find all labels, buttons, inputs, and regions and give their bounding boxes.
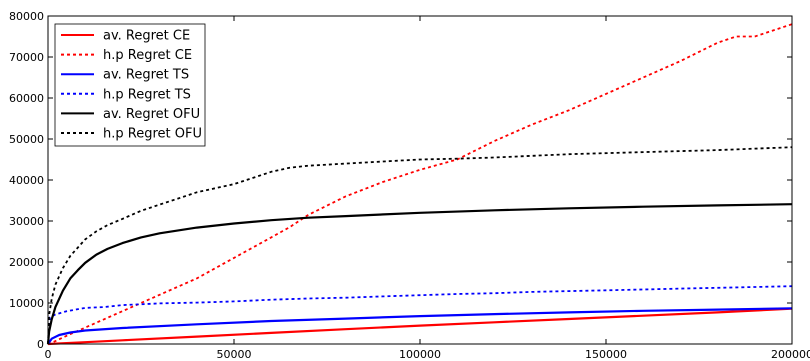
series-line-4 xyxy=(46,203,793,345)
x-tick-label: 50000 xyxy=(217,348,252,361)
x-tick-label: 200000 xyxy=(771,348,810,361)
legend-box xyxy=(54,23,206,147)
y-tick-label: 20000 xyxy=(9,256,44,269)
legend-label-3: h.p Regret TS xyxy=(103,87,191,102)
legend-label-4: av. Regret OFU xyxy=(103,107,200,122)
y-tick-label: 10000 xyxy=(9,297,44,310)
y-tick-label: 0 xyxy=(37,338,44,351)
legend-label-0: av. Regret CE xyxy=(103,29,190,44)
legend-label-1: h.p Regret CE xyxy=(103,48,192,63)
legend: av. Regret CE h.p Regret CE av. Regret TS h… xyxy=(54,23,206,147)
y-tick-label: 60000 xyxy=(9,92,44,105)
series-line-2 xyxy=(47,307,793,345)
legend-label-2: av. Regret TS xyxy=(103,68,189,83)
y-tick-label: 40000 xyxy=(9,174,44,187)
y-tick-label: 50000 xyxy=(9,133,44,146)
legend-label-5: h.p Regret OFU xyxy=(103,127,202,142)
plot-frame xyxy=(47,15,793,345)
y-tick-label: 80000 xyxy=(9,10,44,23)
x-tick-label: 0 xyxy=(45,348,52,361)
ticks-layer: 0 50000 100000 150000 200000 0 10000 20000 30000… xyxy=(9,10,810,361)
series-line-0 xyxy=(47,307,793,346)
y-tick-label: 30000 xyxy=(9,215,44,228)
x-tick-label: 150000 xyxy=(585,348,627,361)
x-tick-label: 100000 xyxy=(399,348,441,361)
y-tick-label: 70000 xyxy=(9,51,44,64)
series-line-5 xyxy=(47,146,793,345)
series-layer xyxy=(46,23,793,346)
series-line-3 xyxy=(47,285,793,345)
legend-items: av. Regret CE h.p Regret CE av. Regret TS h… xyxy=(61,29,202,142)
